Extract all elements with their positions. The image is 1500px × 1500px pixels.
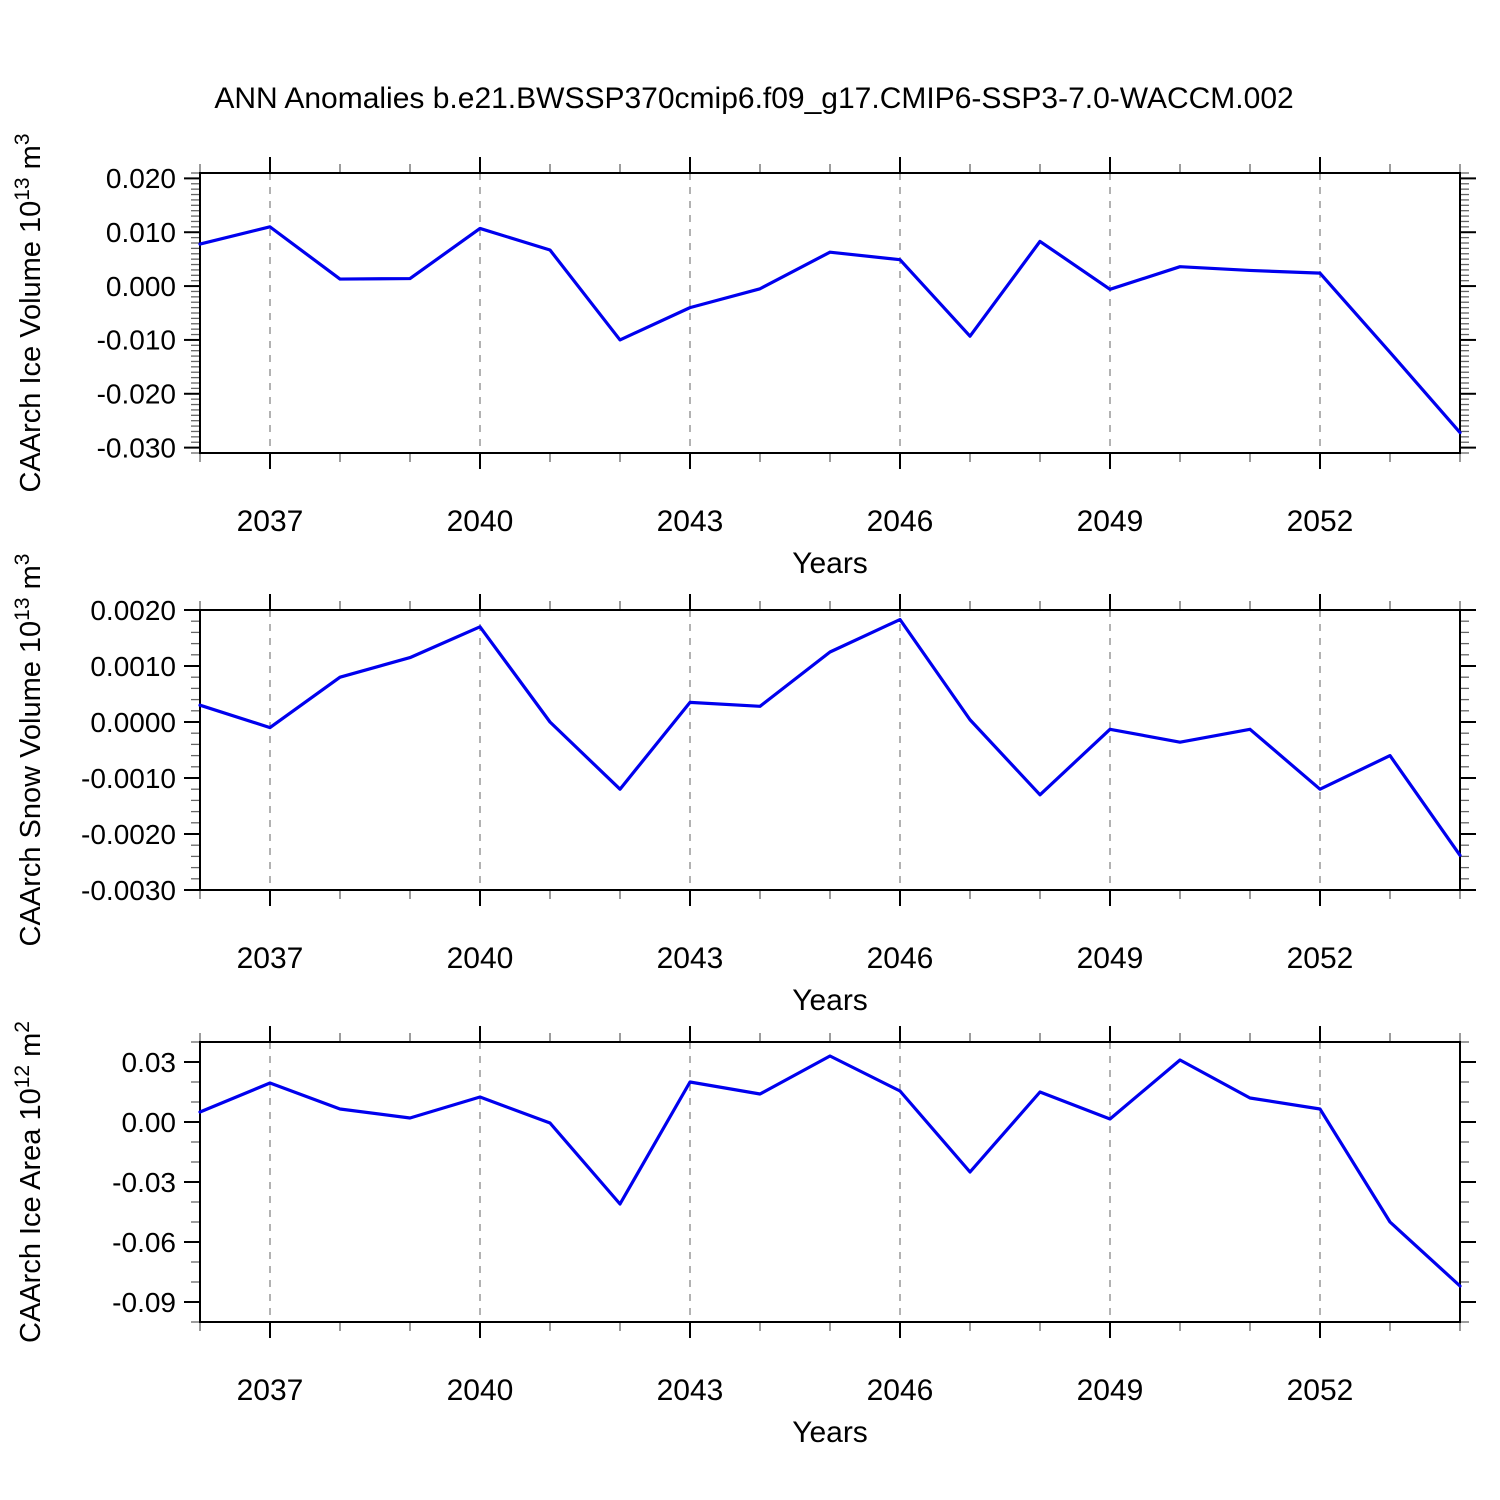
x-tick-label: 2052 (1287, 505, 1354, 538)
x-tick-label: 2040 (447, 1374, 514, 1407)
x-tick-label: 2037 (237, 942, 304, 975)
x-tick-label: 2052 (1287, 1374, 1354, 1407)
y-tick-label: 0.03 (122, 1047, 177, 1078)
y-axis-title: CAArch Snow Volume 1013 m3 (11, 554, 47, 947)
caarch-ice-area-line (198, 1054, 1462, 1288)
plot-border (199, 1041, 1461, 1323)
x-axis-title: Years (792, 984, 868, 1017)
y-tick-label: -0.020 (97, 379, 176, 410)
y-tick-label: -0.0020 (81, 819, 176, 850)
y-tick-label: -0.0010 (81, 763, 176, 794)
x-tick-label: 2049 (1077, 1374, 1144, 1407)
y-tick-label: 0.020 (106, 163, 176, 194)
y-axis-title: CAArch Ice Area 1012 m2 (11, 1021, 47, 1343)
y-tick-label: 0.0010 (90, 651, 176, 682)
y-axis-title: CAArch Ice Volume 1013 m3 (11, 133, 47, 492)
y-tick-label: -0.010 (97, 325, 176, 356)
caarch-ice-volume-line (198, 225, 1462, 435)
x-tick-label: 2043 (657, 942, 724, 975)
x-tick-label: 2049 (1077, 505, 1144, 538)
plot-border (199, 172, 1461, 454)
x-tick-label: 2037 (237, 505, 304, 538)
chart-group-0: 0.020 0.010 0.000 -0.010 -0.020 -0.030 2037 204… (11, 133, 1476, 580)
chart-group-2: 0.03 0.00 -0.03 -0.06 -0.09 2037 2040 2043 2046 2… (11, 1021, 1476, 1449)
x-axis-title: Years (792, 547, 868, 580)
y-tick-label: 0.0020 (90, 595, 176, 626)
y-tick-label: -0.0030 (81, 875, 176, 906)
x-tick-label: 2037 (237, 1374, 304, 1407)
x-tick-label: 2046 (867, 942, 934, 975)
x-tick-label: 2046 (867, 505, 934, 538)
y-tick-label: 0.00 (122, 1107, 177, 1138)
x-tick-label: 2052 (1287, 942, 1354, 975)
x-tick-label: 2040 (447, 942, 514, 975)
x-tick-label: 2040 (447, 505, 514, 538)
y-tick-label: 0.010 (106, 217, 176, 248)
x-axis-title: Years (792, 1416, 868, 1449)
plot-border (199, 609, 1461, 891)
y-tick-label: 0.0000 (90, 707, 176, 738)
y-tick-label: -0.09 (112, 1287, 176, 1318)
x-tick-label: 2046 (867, 1374, 934, 1407)
y-tick-label: -0.03 (112, 1167, 176, 1198)
y-tick-label: -0.06 (112, 1227, 176, 1258)
y-tick-label: 0.000 (106, 271, 176, 302)
x-tick-label: 2043 (657, 1374, 724, 1407)
figure-title: ANN Anomalies b.e21.BWSSP370cmip6.f09_g1… (214, 82, 1293, 115)
chart-group-1: 0.0020 0.0010 0.0000 -0.0010 -0.0020 -0.0030 2… (11, 554, 1476, 1017)
caarch-snow-volume-line (198, 617, 1462, 857)
x-tick-label: 2049 (1077, 942, 1144, 975)
x-tick-label: 2043 (657, 505, 724, 538)
y-tick-label: -0.030 (97, 432, 176, 463)
